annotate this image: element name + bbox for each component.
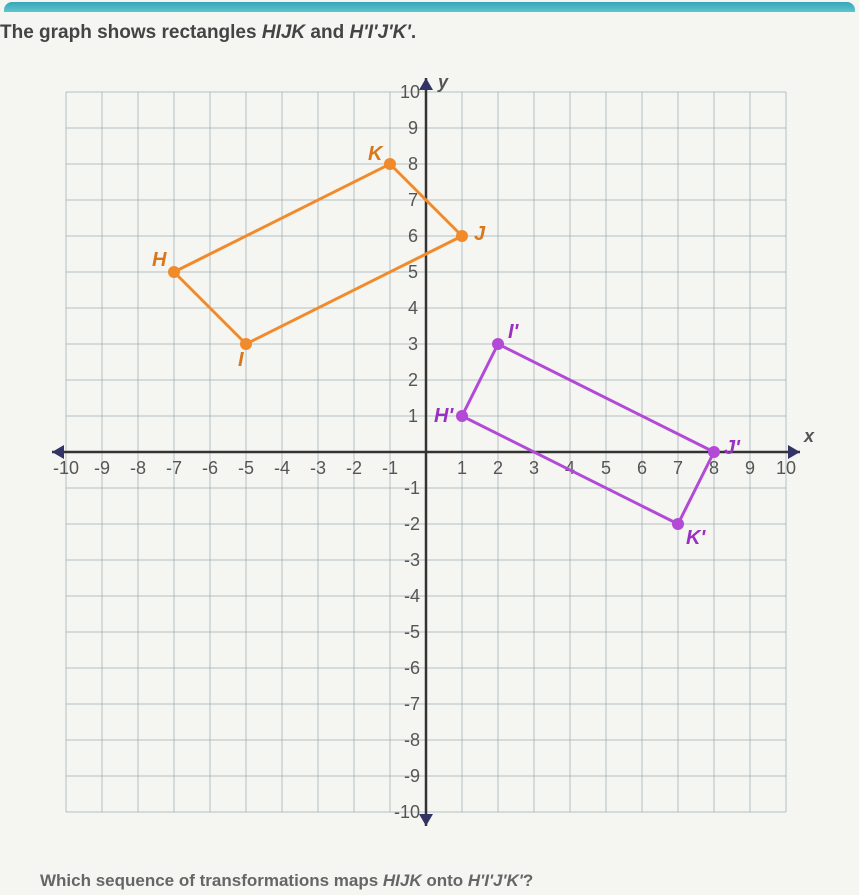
followup-text: Which sequence of transformations maps H… (40, 871, 533, 891)
f-mid: onto (422, 871, 468, 890)
vertex-point (492, 338, 504, 350)
tick-label: 7 (408, 190, 418, 210)
vertex-label: J' (724, 437, 741, 459)
tick-label: -6 (202, 458, 218, 478)
q-suffix: . (411, 22, 416, 43)
tick-label: 8 (408, 154, 418, 174)
tick-label: -2 (404, 514, 420, 534)
tick-label: 2 (408, 370, 418, 390)
graph-svg: xy10987654321-1-2-3-4-5-6-7-8-9-10123456… (36, 62, 826, 852)
tick-label: -2 (346, 458, 362, 478)
tick-label: 4 (408, 298, 418, 318)
vertex-label: H (152, 249, 167, 271)
tick-label: -3 (310, 458, 326, 478)
tick-label: -5 (404, 622, 420, 642)
f-shape2: H'I'J'K' (468, 871, 523, 890)
tick-label: -4 (274, 458, 290, 478)
tick-label: 9 (408, 118, 418, 138)
tick-label: 1 (408, 406, 418, 426)
tick-label: 3 (408, 334, 418, 354)
tick-label: -9 (404, 766, 420, 786)
vertex-point (384, 158, 396, 170)
y-axis-label: y (437, 72, 449, 92)
q-shape2: H'I'J'K' (349, 22, 410, 43)
top-accent-bar (4, 2, 855, 12)
tick-label: -3 (404, 550, 420, 570)
tick-label: -1 (382, 458, 398, 478)
vertex-label: H' (434, 405, 454, 427)
tick-label: 9 (745, 458, 755, 478)
tick-label: 10 (776, 458, 796, 478)
tick-label: 5 (601, 458, 611, 478)
vertex-label: K (368, 143, 384, 165)
tick-label: -9 (94, 458, 110, 478)
tick-label: -7 (404, 694, 420, 714)
tick-label: -1 (404, 478, 420, 498)
tick-label: -5 (238, 458, 254, 478)
question-text: The graph shows rectangles HIJK and H'I'… (0, 18, 859, 62)
f-shape1: HIJK (383, 871, 422, 890)
f-prefix: Which sequence of transformations maps (40, 871, 383, 890)
tick-label: -10 (394, 802, 420, 822)
tick-label: -8 (130, 458, 146, 478)
tick-label: 3 (529, 458, 539, 478)
tick-label: 2 (493, 458, 503, 478)
q-shape1: HIJK (262, 22, 305, 43)
tick-label: -8 (404, 730, 420, 750)
tick-label: 10 (400, 82, 420, 102)
tick-label: 7 (673, 458, 683, 478)
vertex-point (456, 230, 468, 242)
vertex-label: K' (686, 527, 706, 549)
f-suffix: ? (523, 871, 533, 890)
tick-label: 6 (408, 226, 418, 246)
tick-label: -10 (53, 458, 79, 478)
tick-label: -7 (166, 458, 182, 478)
x-axis-label: x (803, 426, 815, 446)
vertex-label: I (238, 349, 244, 371)
tick-label: -4 (404, 586, 420, 606)
vertex-point (672, 518, 684, 530)
vertex-point (456, 410, 468, 422)
tick-label: 1 (457, 458, 467, 478)
tick-label: 6 (637, 458, 647, 478)
vertex-point (168, 266, 180, 278)
q-prefix: The graph shows rectangles (0, 22, 262, 43)
vertex-label: J (474, 223, 486, 245)
shape-polygon (462, 344, 714, 524)
coordinate-graph: xy10987654321-1-2-3-4-5-6-7-8-9-10123456… (36, 62, 816, 842)
q-mid: and (305, 22, 349, 43)
vertex-label: I' (508, 321, 520, 343)
tick-label: 5 (408, 262, 418, 282)
tick-label: -6 (404, 658, 420, 678)
vertex-point (708, 446, 720, 458)
